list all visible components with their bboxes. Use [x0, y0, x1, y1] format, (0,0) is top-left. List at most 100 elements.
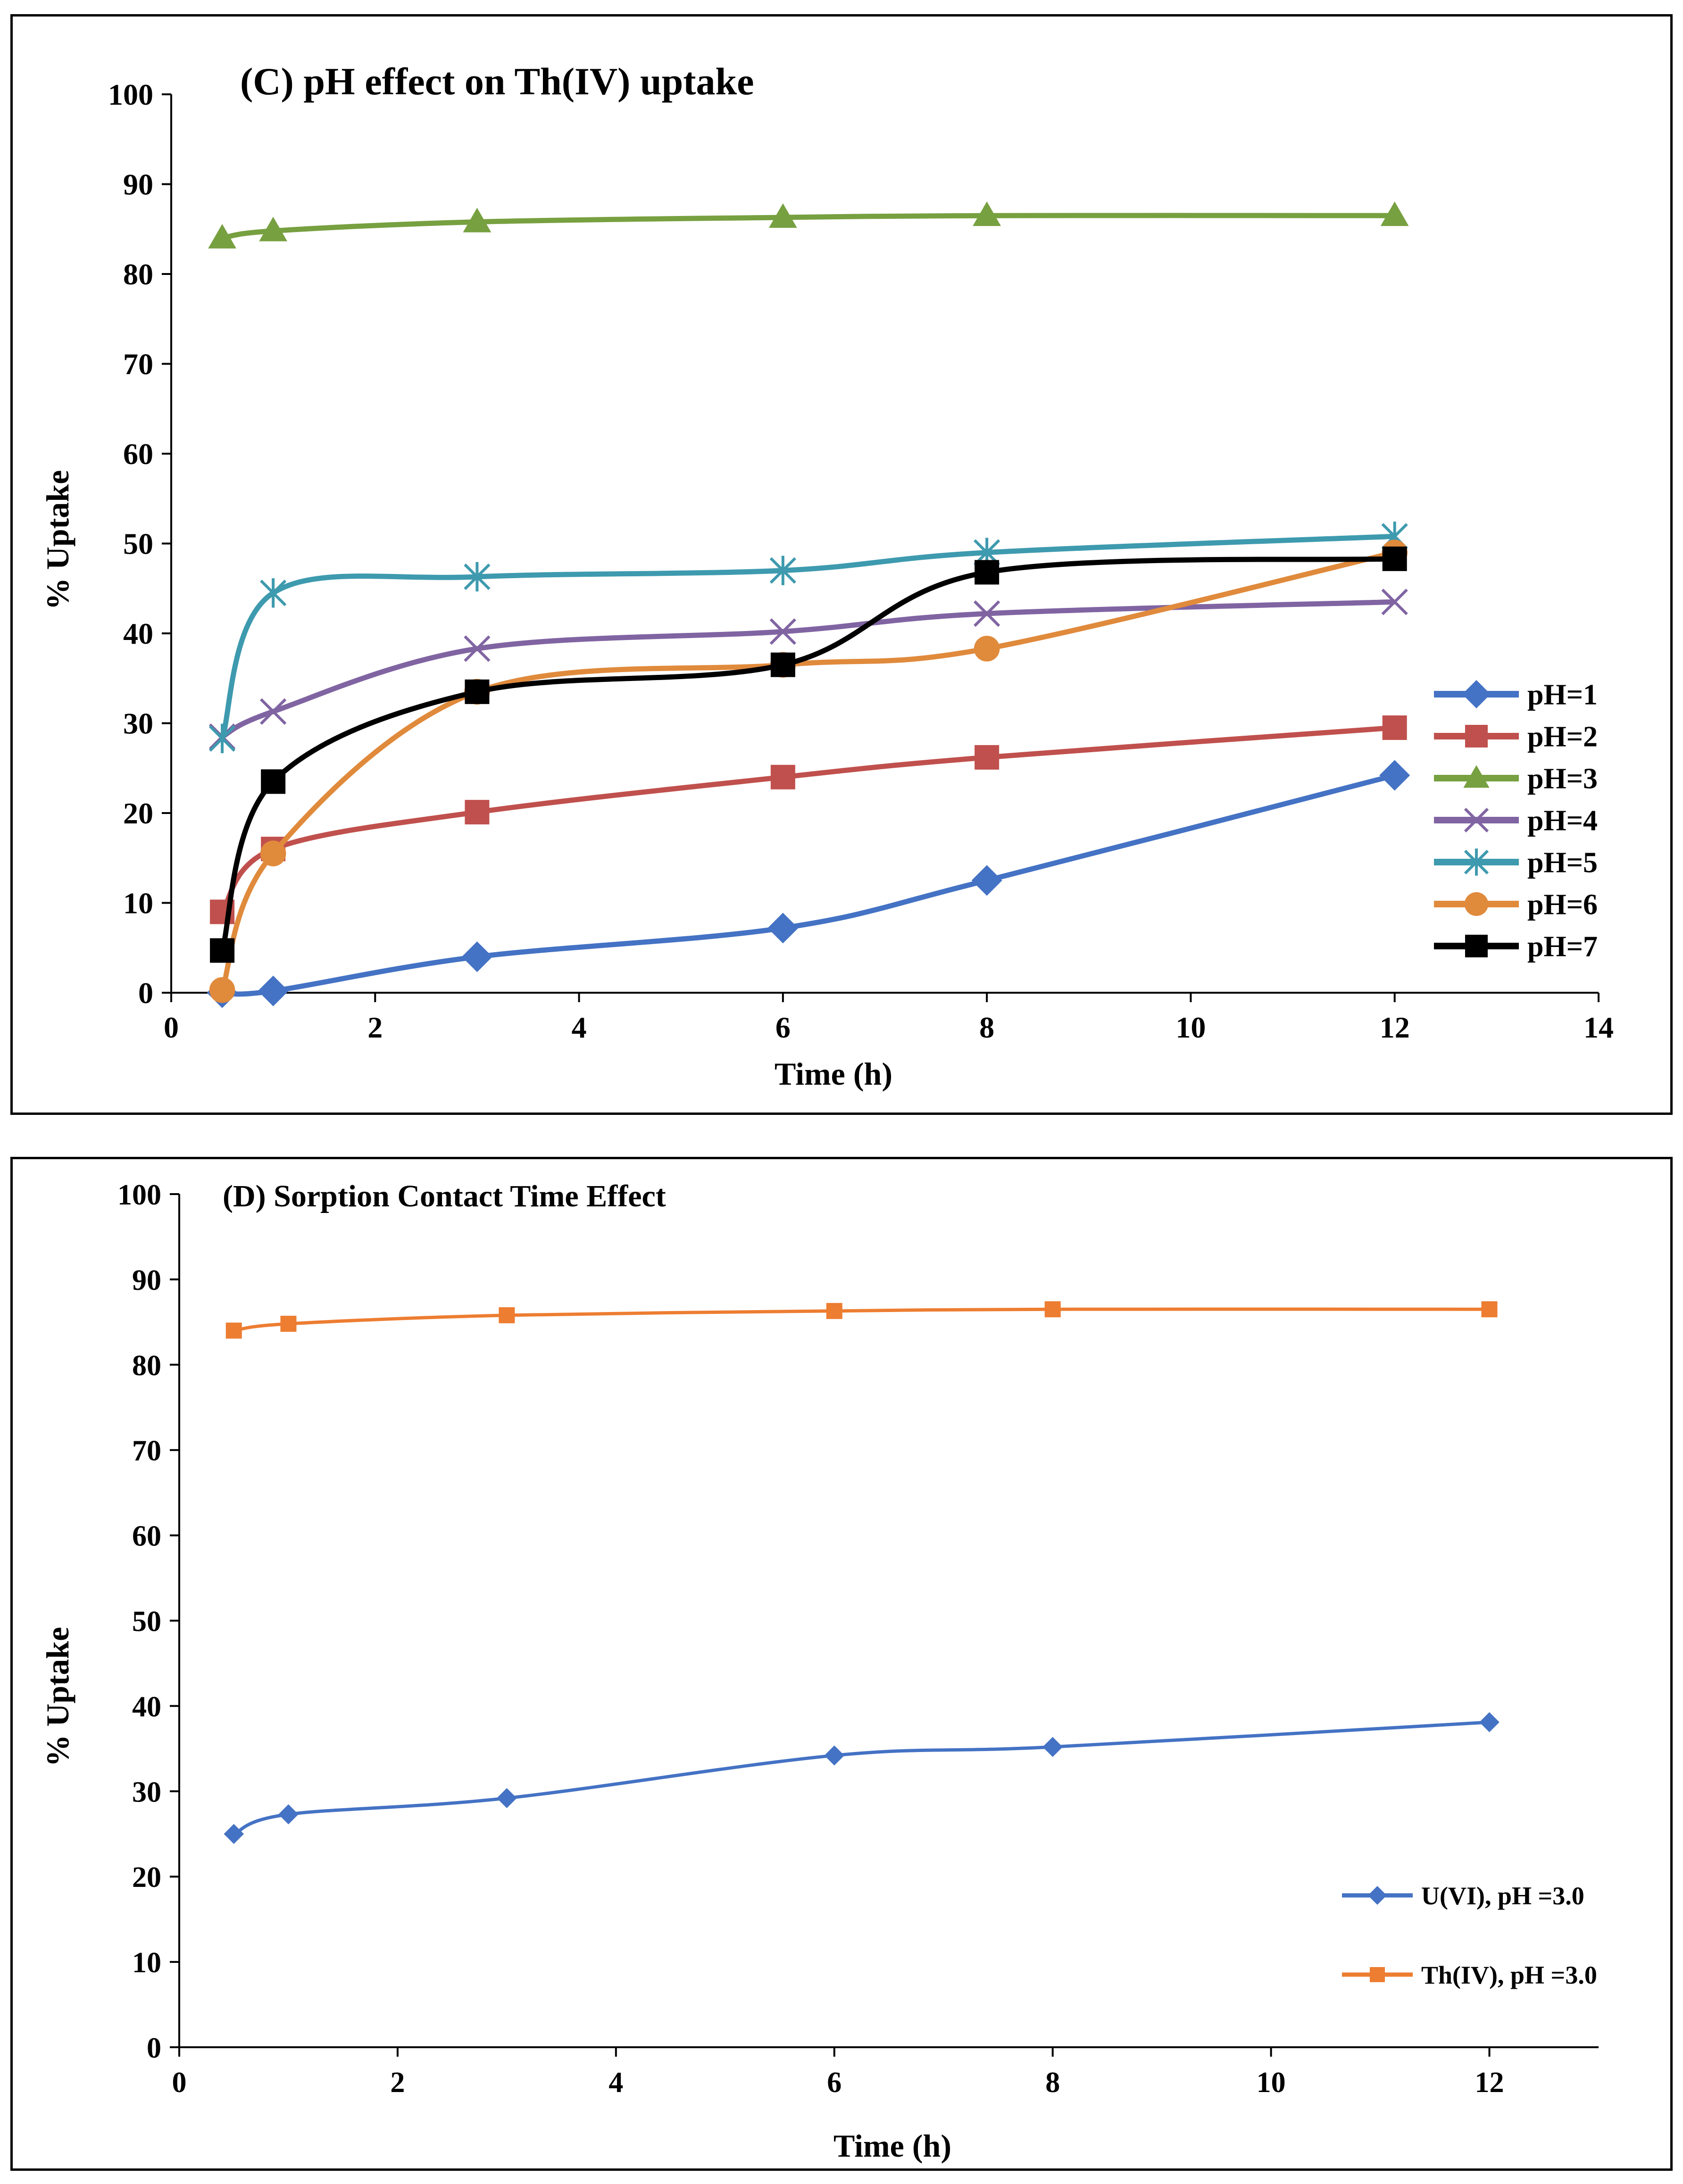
chart-c-data-point: [260, 578, 287, 608]
chart-c-legend-item: pH=6: [1434, 889, 1598, 921]
chart-c-data-point: [260, 840, 286, 867]
chart-c-legend-item: pH=3: [1434, 763, 1598, 795]
chart-d-series-line: [233, 1720, 1490, 1836]
chart-c-x-tick-label: 8: [979, 1011, 994, 1044]
chart-c-data-point: [209, 977, 235, 1003]
chart-c-series-1: [207, 760, 1410, 1008]
chart-c-title: (C) pH effect on Th(IV) uptake: [240, 60, 754, 103]
chart-d-data-point: [280, 1315, 297, 1332]
chart-c-series-6: [209, 540, 1408, 1003]
chart-c-data-point: [464, 562, 491, 592]
chart-d-y-tick-label: 0: [147, 2032, 161, 2064]
chart-c-y-tick-label: 50: [123, 527, 153, 561]
chart-c-series-line: [221, 599, 1395, 739]
chart-d-y-tick-label: 100: [117, 1179, 161, 1211]
chart-c-y-tick-label: 70: [123, 348, 153, 381]
chart-d-x-tick-label: 8: [1045, 2067, 1060, 2099]
chart-c-data-point: [770, 764, 795, 789]
chart-c-data-point: [1382, 715, 1407, 740]
chart-c-series-line: [220, 725, 1395, 913]
chart-c-x-tick-label: 12: [1380, 1011, 1410, 1044]
chart-c-series-line: [219, 556, 1395, 952]
chart-panel-c: (C) pH effect on Th(IV) uptake Time (h) …: [10, 14, 1673, 1115]
chart-d-title: (D) Sorption Contact Time Effect: [223, 1179, 666, 1213]
chart-c-legend-item: pH=4: [1434, 805, 1598, 837]
chart-c-legend-swatch-marker: [1465, 725, 1488, 747]
chart-d-svg: (D) Sorption Contact Time Effect Time (h…: [40, 1179, 1599, 2164]
chart-d-y-tick-label: 40: [132, 1691, 161, 1723]
chart-d-y-tick-label: 80: [132, 1350, 161, 1382]
chart-d-data-point: [1479, 1712, 1500, 1733]
chart-c-legend-item: pH=7: [1434, 931, 1598, 963]
chart-c-legend-label: pH=3: [1527, 763, 1598, 795]
chart-d-x-tick-label: 12: [1475, 2067, 1504, 2099]
chart-d-legend-item: U(VI), pH =3.0: [1342, 1882, 1584, 1910]
chart-c-data-point: [260, 698, 287, 725]
chart-d-legend-label: U(VI), pH =3.0: [1421, 1882, 1584, 1910]
chart-c-x-tick-label: 14: [1583, 1011, 1614, 1044]
chart-d-data-point: [497, 1788, 517, 1809]
chart-c-legend-swatch-marker: [1463, 765, 1490, 788]
chart-c-legend-swatch-marker: [1465, 935, 1488, 957]
chart-d-x-tick-label: 4: [608, 2067, 623, 2099]
chart-c-data-point: [464, 635, 491, 662]
chart-c-data-point: [769, 556, 796, 585]
chart-c-y-tick-label: 20: [123, 797, 153, 830]
chart-d-data-point: [224, 1824, 244, 1844]
chart-panel-d: (D) Sorption Contact Time Effect Time (h…: [10, 1157, 1673, 2171]
chart-c-series-line: [222, 772, 1396, 997]
chart-c-y-tick-label: 90: [123, 168, 153, 201]
chart-c-legend-label: pH=5: [1527, 847, 1598, 879]
chart-c-x-tick-label: 2: [367, 1011, 383, 1044]
chart-d-x-axis-label: Time (h): [833, 2128, 951, 2164]
chart-d-y-tick-label: 60: [132, 1520, 161, 1553]
chart-d-series-2: [225, 1301, 1498, 1339]
chart-c-series-3: [208, 201, 1409, 249]
chart-c-x-tick-label: 6: [775, 1011, 791, 1044]
chart-c-data-point: [770, 652, 795, 677]
chart-c-series-7: [210, 546, 1407, 963]
chart-d-data-point: [225, 1322, 242, 1339]
chart-d-y-tick-label: 70: [132, 1435, 161, 1467]
chart-c-data-point: [461, 941, 492, 972]
chart-d-data-point: [1044, 1301, 1061, 1318]
chart-d-data-point: [826, 1303, 842, 1319]
chart-c-x-axis-label: Time (h): [775, 1056, 892, 1092]
chart-d-legend-swatch-marker: [1368, 1886, 1387, 1905]
chart-c-data-point: [465, 679, 490, 704]
chart-c-data-point: [769, 618, 796, 645]
chart-c-data-point: [259, 216, 288, 241]
chart-c-series-4: [208, 589, 1408, 750]
chart-c-y-tick-label: 80: [123, 257, 153, 291]
chart-d-data-point: [1481, 1301, 1498, 1318]
chart-c-data-point: [768, 203, 797, 228]
chart-d-y-tick-label: 20: [132, 1861, 161, 1893]
chart-c-y-tick-label: 10: [123, 887, 153, 920]
chart-c-legend-label: pH=4: [1527, 805, 1598, 837]
chart-d-data-point: [499, 1307, 515, 1323]
chart-d-x-tick-label: 6: [827, 2067, 842, 2099]
chart-d-y-tick-label: 30: [132, 1776, 161, 1808]
chart-c-legend: pH=1 pH=2 pH=3 pH=4 pH=5 pH=6 pH=7: [1434, 679, 1598, 963]
chart-d-y-tick-label: 50: [132, 1606, 161, 1638]
chart-c-svg: (C) pH effect on Th(IV) uptake Time (h) …: [40, 60, 1614, 1092]
chart-d-data-point: [278, 1804, 299, 1825]
chart-d-data-point: [824, 1745, 845, 1766]
chart-c-data-point: [1380, 201, 1409, 226]
chart-c-x-tick-label: 10: [1175, 1011, 1206, 1044]
chart-c-legend-label: pH=2: [1527, 721, 1598, 753]
chart-c-data-point: [1379, 760, 1410, 791]
chart-c-data-point: [975, 745, 1000, 770]
chart-c-data-point: [971, 865, 1002, 896]
chart-c-y-tick-label: 60: [123, 437, 153, 471]
chart-c-y-tick-label: 0: [138, 976, 153, 1010]
chart-d-legend-label: Th(IV), pH =3.0: [1421, 1961, 1597, 1989]
chart-c-data-point: [1381, 589, 1408, 615]
chart-c-legend-swatch-marker: [1464, 848, 1489, 876]
chart-c-data-point: [208, 723, 236, 754]
chart-d-y-tick-label: 90: [132, 1264, 161, 1296]
chart-d-series-1: [224, 1712, 1500, 1844]
chart-c-data-point: [463, 208, 492, 233]
chart-c-x-tick-label: 0: [164, 1011, 179, 1044]
chart-d-legend-item: Th(IV), pH =3.0: [1342, 1961, 1597, 1989]
